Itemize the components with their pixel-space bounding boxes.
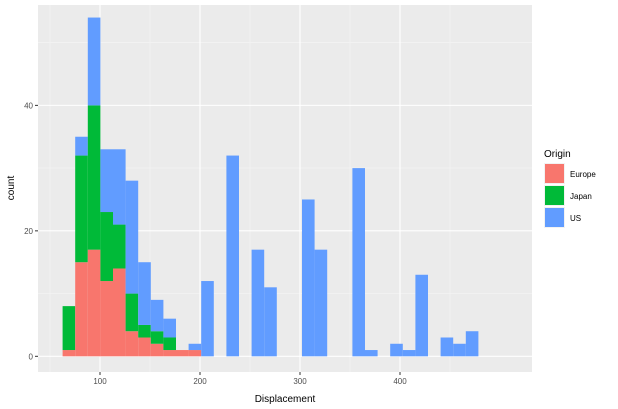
x-tick-label: 200 (193, 377, 207, 386)
bar-europe-bin-1 (75, 262, 88, 357)
bar-us-bin-10 (188, 343, 202, 351)
legend-key-europe (545, 164, 564, 183)
bar-europe-bin-9 (176, 350, 189, 357)
x-tick-label: 100 (93, 377, 107, 386)
legend-key-us (545, 208, 564, 227)
x-tick-label: 300 (293, 377, 307, 386)
bar-us-bin-1 (75, 136, 88, 156)
legend-items: Europe Japan US (544, 163, 596, 228)
bar-us-bin-20 (314, 249, 328, 357)
bar-us-bin-23 (352, 168, 365, 357)
bar-us-bin-3 (100, 149, 113, 213)
bar-europe-bin-5 (125, 331, 139, 357)
bar-japan-bin-8 (163, 337, 176, 351)
bar-us-bin-27 (402, 350, 416, 357)
y-axis-title: count (6, 176, 17, 201)
bar-us-bin-16 (264, 287, 277, 357)
legend-label-japan: Japan (570, 192, 592, 201)
x-axis-ticks: 100 200 300 400 (93, 372, 407, 386)
bar-us-bin-26 (390, 343, 403, 357)
bar-japan-bin-6 (138, 324, 151, 338)
bar-japan-bin-5 (125, 293, 139, 332)
bar-japan-bin-1 (75, 155, 88, 263)
bar-japan-bin-3 (100, 212, 113, 282)
legend-key-japan (545, 186, 564, 205)
bar-japan-bin-4 (113, 224, 126, 269)
y-tick-label: 0 (29, 352, 34, 361)
bar-us-extra-0 (465, 331, 479, 357)
bar-us-bin-28 (415, 274, 428, 357)
bars (62, 17, 479, 357)
bar-us-bin-11 (201, 281, 214, 357)
bar-europe-bin-2 (87, 249, 101, 357)
bar-japan-bin-7 (150, 331, 164, 344)
bar-europe-bin-8 (163, 350, 176, 357)
bar-us-bin-19 (302, 199, 315, 357)
bar-us-bin-30 (440, 337, 454, 357)
legend-title: Origin (544, 149, 571, 160)
y-tick-label: 20 (24, 227, 33, 236)
bar-europe-bin-3 (100, 281, 113, 357)
y-axis-ticks: 0 20 40 (24, 101, 38, 361)
bar-europe-bin-7 (150, 343, 164, 357)
y-tick-label: 40 (24, 101, 33, 110)
legend-label-europe: Europe (570, 170, 596, 179)
bar-europe-bin-0 (62, 350, 76, 357)
bar-us-bin-13 (226, 155, 239, 357)
bar-japan-bin-0 (62, 306, 76, 351)
bar-europe-bin-10 (188, 350, 202, 357)
bar-us-bin-7 (150, 299, 164, 332)
bar-us-bin-4 (113, 149, 126, 225)
bar-us-bin-2 (87, 17, 101, 106)
minor-gridlines (38, 5, 532, 372)
bar-europe-bin-4 (113, 268, 126, 357)
bar-us-bin-31 (453, 343, 466, 357)
x-tick-label: 400 (393, 377, 407, 386)
bar-japan-bin-2 (87, 105, 101, 250)
bar-us-bin-8 (163, 318, 176, 338)
legend-label-us: US (570, 214, 581, 223)
bar-us-bin-15 (251, 249, 265, 357)
x-axis-title: Displacement (255, 394, 316, 405)
legend: Origin Europe Japan US (544, 149, 596, 228)
bar-us-bin-6 (138, 262, 151, 325)
bar-us-bin-5 (125, 180, 139, 294)
bar-europe-bin-6 (138, 337, 151, 357)
bar-us-bin-24 (365, 350, 378, 357)
